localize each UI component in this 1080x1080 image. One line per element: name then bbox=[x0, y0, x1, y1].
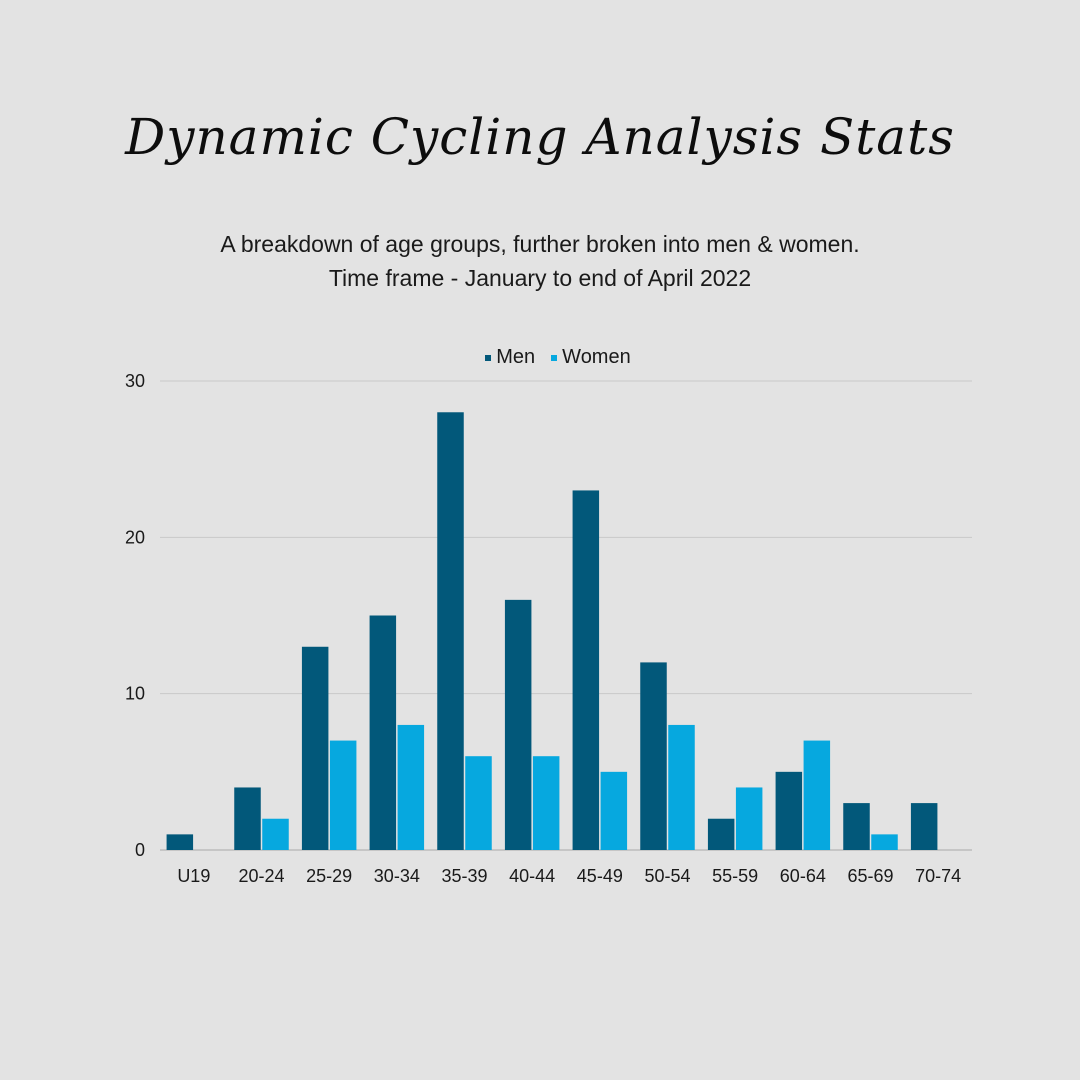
bar-men-45-49 bbox=[572, 490, 600, 850]
x-tick-label-50-54: 50-54 bbox=[644, 866, 690, 886]
bar-women-35-39 bbox=[465, 756, 492, 850]
bar-men-55-59 bbox=[707, 818, 735, 850]
x-tick-label-u19: U19 bbox=[177, 866, 210, 886]
x-tick-label-20-24: 20-24 bbox=[238, 866, 284, 886]
bar-men-25-29 bbox=[301, 646, 329, 850]
bar-men-u19 bbox=[166, 834, 194, 850]
x-tick-label-40-44: 40-44 bbox=[509, 866, 555, 886]
legend-item-women: Women bbox=[551, 346, 631, 369]
bar-men-60-64 bbox=[775, 771, 803, 850]
bar-women-30-34 bbox=[397, 724, 425, 850]
bar-men-20-24 bbox=[234, 787, 261, 850]
bar-women-55-59 bbox=[735, 787, 763, 850]
x-tick-label-55-59: 55-59 bbox=[712, 866, 758, 886]
x-tick-label-25-29: 25-29 bbox=[306, 866, 352, 886]
bar-women-20-24 bbox=[262, 818, 289, 850]
y-tick-label-20: 20 bbox=[125, 527, 145, 547]
bar-men-70-74 bbox=[910, 803, 938, 850]
bar-men-35-39 bbox=[437, 412, 464, 850]
chart-subtitle-line-2: Time frame - January to end of April 202… bbox=[328, 265, 752, 291]
y-tick-label-10: 10 bbox=[125, 684, 145, 704]
y-tick-label-30: 30 bbox=[125, 371, 145, 391]
bar-men-65-69 bbox=[843, 803, 870, 850]
x-tick-label-30-34: 30-34 bbox=[374, 866, 420, 886]
bar-women-45-49 bbox=[600, 771, 628, 850]
x-tick-label-65-69: 65-69 bbox=[847, 866, 893, 886]
bar-women-50-54 bbox=[668, 724, 695, 850]
x-tick-label-35-39: 35-39 bbox=[441, 866, 487, 886]
chart-legend: Men Women bbox=[0, 346, 1080, 369]
legend-label-women: Women bbox=[562, 346, 631, 368]
bar-men-40-44 bbox=[504, 599, 532, 850]
bar-women-60-64 bbox=[803, 740, 831, 850]
bar-men-30-34 bbox=[369, 615, 397, 850]
bar-men-50-54 bbox=[640, 662, 667, 850]
y-tick-label-0: 0 bbox=[135, 840, 145, 860]
x-tick-label-70-74: 70-74 bbox=[915, 866, 961, 886]
legend-swatch-women bbox=[551, 354, 558, 361]
bar-women-65-69 bbox=[871, 834, 898, 850]
bar-women-25-29 bbox=[329, 740, 357, 850]
x-tick-label-45-49: 45-49 bbox=[577, 866, 623, 886]
legend-item-men: Men bbox=[485, 346, 535, 369]
x-tick-label-60-64: 60-64 bbox=[780, 866, 826, 886]
bar-women-40-44 bbox=[532, 756, 560, 850]
legend-swatch-men bbox=[485, 354, 492, 361]
chart-title: Dynamic Cycling Analysis Stats bbox=[125, 108, 955, 166]
legend-label-men: Men bbox=[496, 346, 536, 368]
chart-subtitle-line-1: A breakdown of age groups, further broke… bbox=[220, 231, 860, 257]
